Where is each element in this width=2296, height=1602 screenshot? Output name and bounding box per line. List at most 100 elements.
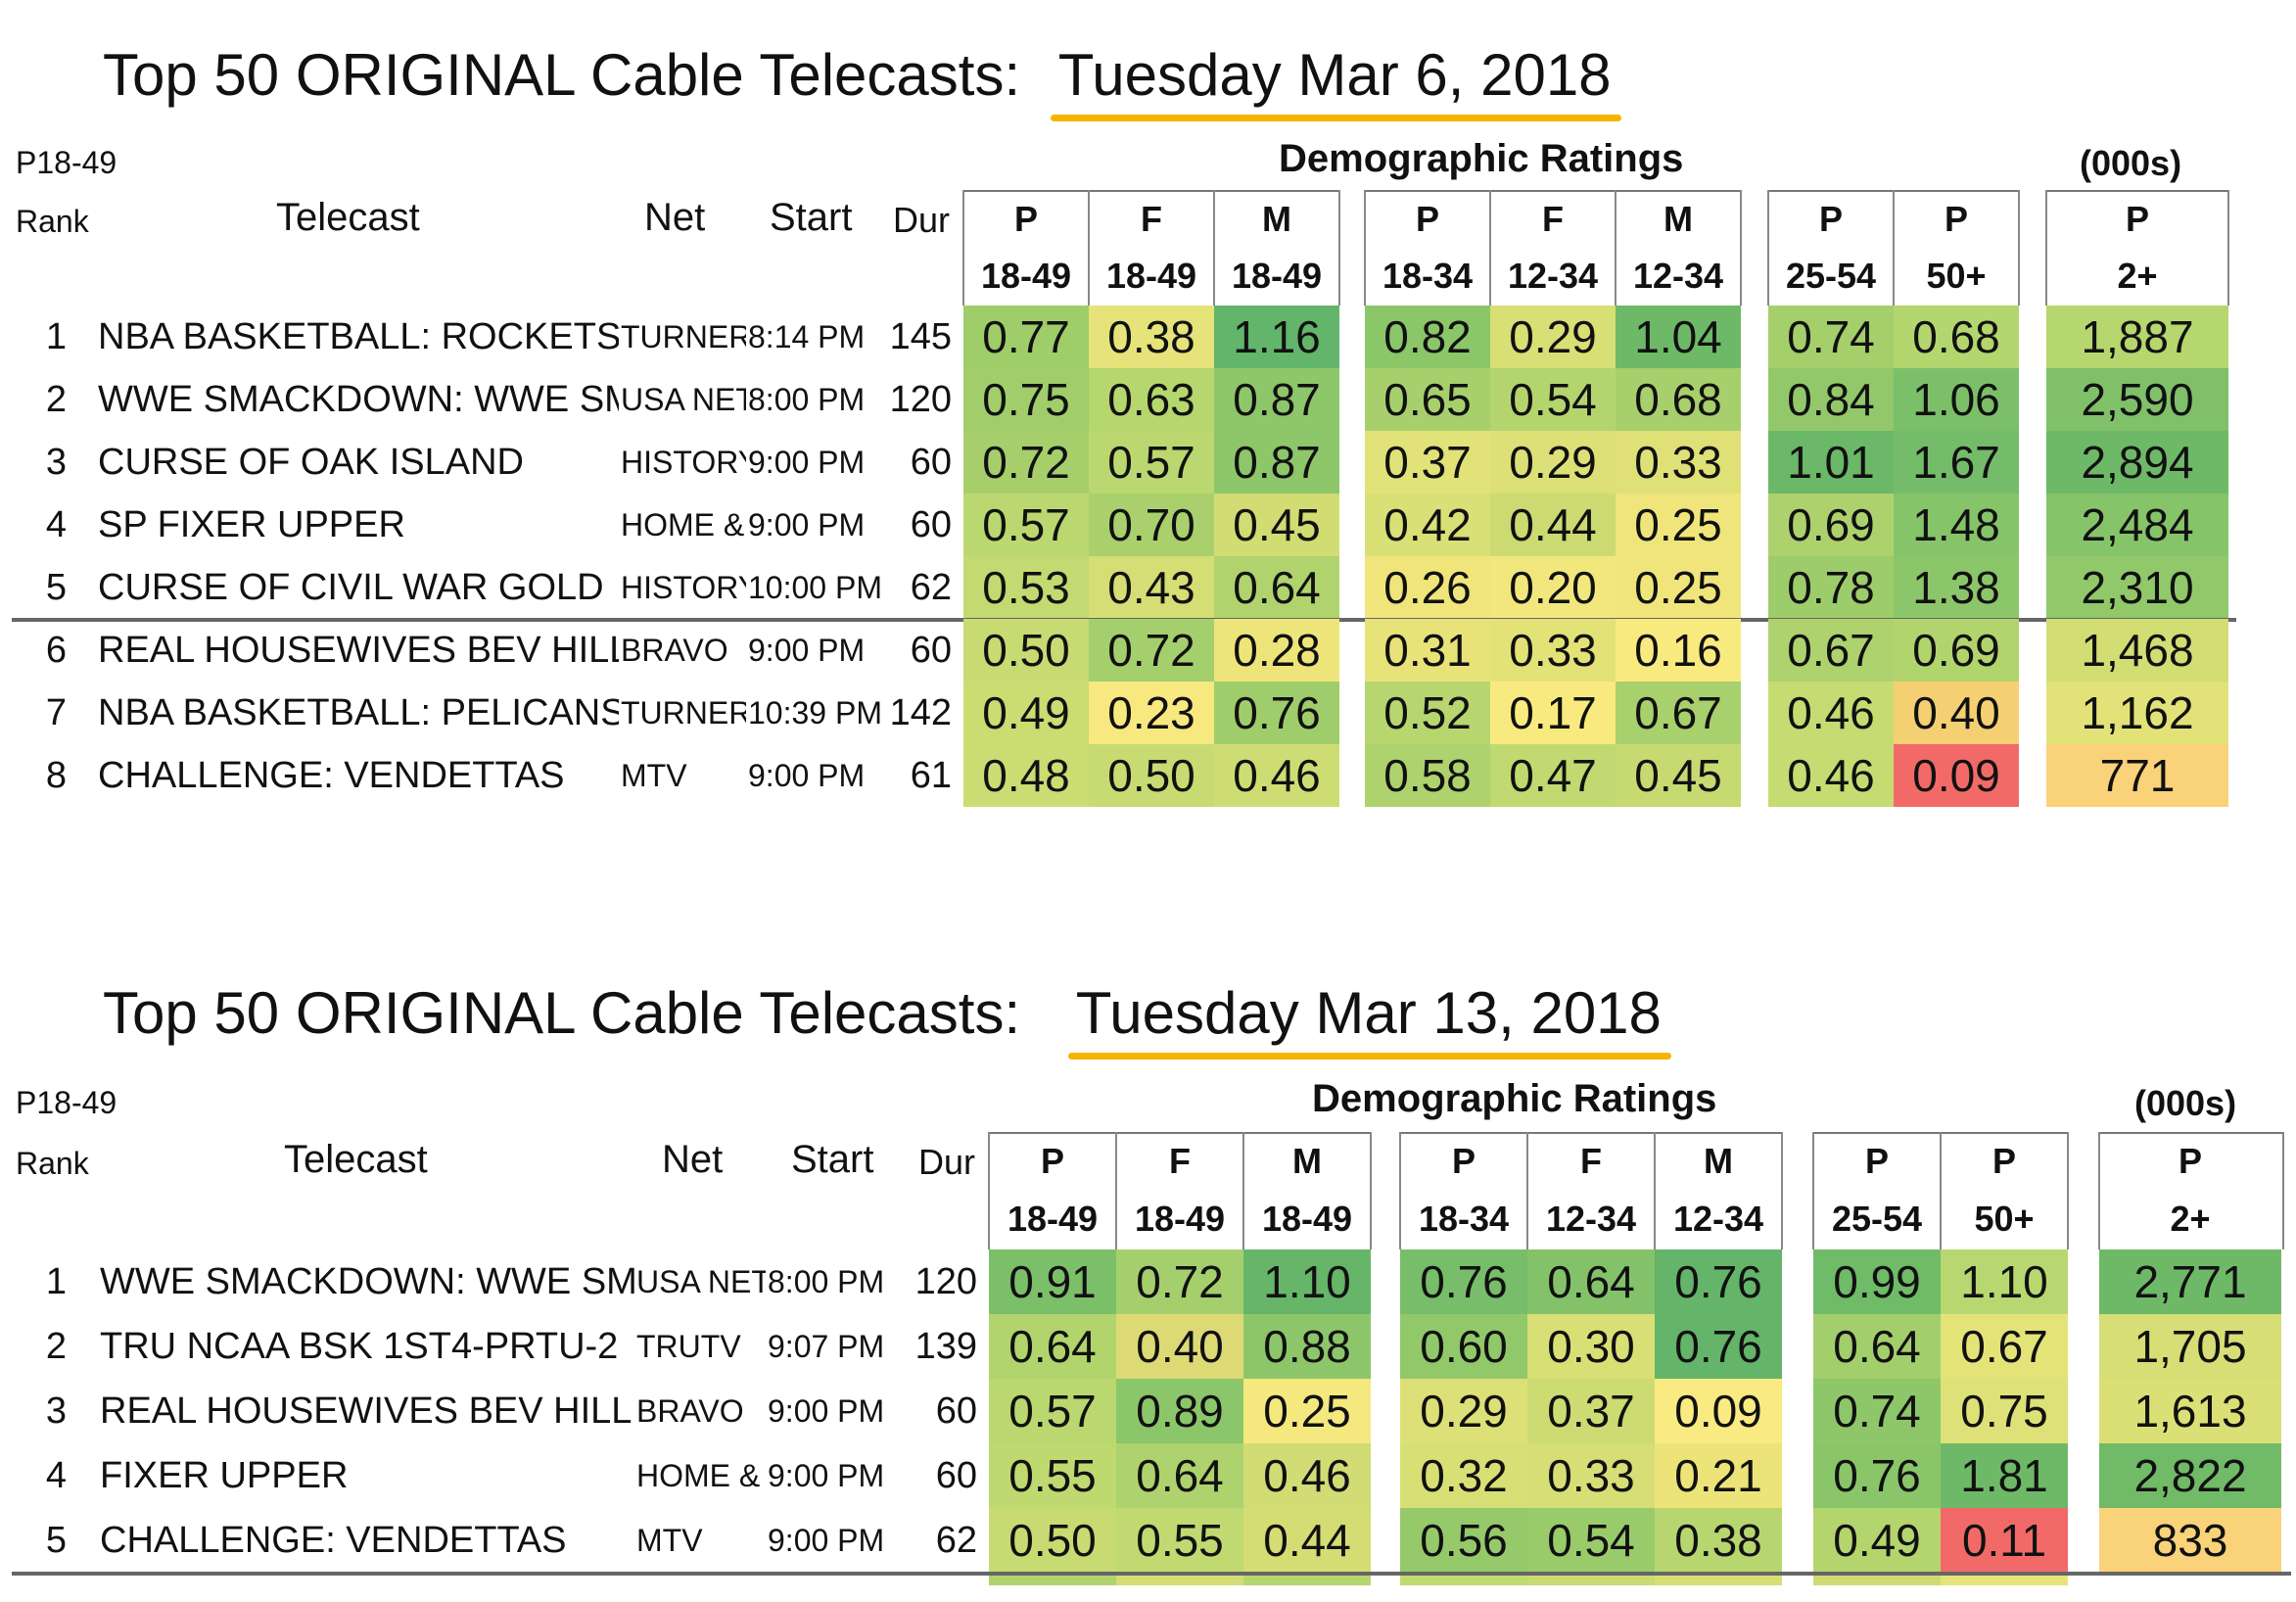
telecast-cell: WWE SMACKDOWN: WWE SM	[100, 1261, 634, 1302]
rating-cell: 0.46	[1243, 1443, 1371, 1508]
col-header-top: P	[1944, 199, 1968, 239]
rating-cell: 0.76	[1813, 1443, 1941, 1508]
bottom-separator	[12, 1572, 2291, 1576]
rating-cell: 0.37	[1527, 1379, 1655, 1443]
header-top-border	[1365, 190, 1741, 192]
rating-cell: 0.91	[989, 1249, 1116, 1314]
header-top-border	[2099, 1132, 2283, 1134]
col-header-bottom: 12-34	[1545, 1199, 1637, 1239]
dur-cell: 62	[910, 567, 952, 608]
header-column-divider	[1767, 190, 1769, 306]
rating-cell: 0.63	[1089, 368, 1214, 431]
rating-cell: 0.64	[989, 1314, 1116, 1379]
rating-cell: 0.54	[1527, 1508, 1655, 1573]
col-header-bottom: 50+	[1974, 1199, 2035, 1239]
header-column-divider	[962, 190, 964, 306]
col-header-bottom: 18-49	[1007, 1199, 1099, 1239]
telecast-cell: CHALLENGE: VENDETTAS	[100, 1520, 567, 1561]
dur-cell: 145	[889, 316, 952, 357]
col-header-top: M	[1292, 1141, 1322, 1181]
rank-header: Rank	[16, 1146, 89, 1181]
rating-cell: 0.55	[1116, 1508, 1243, 1573]
header-column-divider	[2018, 190, 2020, 306]
start-cell: 8:00 PM	[768, 1264, 885, 1299]
col-header-top: P	[1818, 199, 1843, 239]
rating-cell: 0.32	[1400, 1443, 1527, 1508]
dur-cell: 61	[910, 755, 952, 796]
rating-cell: 0.38	[1089, 306, 1214, 368]
ratings-table-mar-13: Top 50 ORIGINAL Cable Telecasts: Tuesday…	[0, 940, 2296, 1602]
rating-cell: 833	[2099, 1508, 2281, 1573]
net-cell: HISTORY	[621, 445, 746, 480]
col-header-top: M	[1704, 1141, 1733, 1181]
rating-cell: 2,771	[2099, 1249, 2281, 1314]
ratings-table-mar-6: Top 50 ORIGINAL Cable Telecasts: Tuesday…	[0, 42, 2296, 807]
header-column-divider	[1615, 190, 1617, 306]
header-column-divider	[1781, 1132, 1783, 1249]
rating-cell: 0.23	[1089, 682, 1214, 744]
col-header-top: P	[1040, 1141, 1064, 1181]
rating-cell: 1.06	[1894, 368, 2019, 431]
col-header-top: M	[1262, 199, 1291, 239]
dur-cell: 60	[910, 442, 952, 483]
rating-cell: 1,468	[2046, 619, 2228, 682]
rating-cell: 0.45	[1214, 494, 1339, 556]
table-row: 3 CURSE OF OAK ISLAND HISTORY 9:00 PM 60 0.72…	[0, 431, 2296, 494]
rating-cell: 1.67	[1894, 431, 2019, 494]
rating-cell: 0.68	[1616, 368, 1741, 431]
start-cell: 9:00 PM	[748, 633, 866, 668]
rating-cell: 0.64	[1813, 1314, 1941, 1379]
telecast-cell: CURSE OF CIVIL WAR GOLD	[98, 567, 604, 608]
rating-cell: 1.10	[1941, 1249, 2068, 1314]
next-row-partial	[1116, 1576, 1243, 1585]
next-row-partial	[1243, 1576, 1371, 1585]
next-row-partial	[1941, 1576, 2068, 1585]
header-column-divider	[2067, 1132, 2069, 1249]
col-header-top: F	[1542, 199, 1564, 239]
rating-cell: 1,613	[2099, 1379, 2281, 1443]
next-row-partial	[1527, 1576, 1655, 1585]
col-header-bottom: 2+	[2170, 1199, 2211, 1239]
rating-cell: 0.70	[1089, 494, 1214, 556]
header-top-border	[1400, 1132, 1782, 1134]
rating-cell: 1,162	[2046, 682, 2228, 744]
header-top-border	[2046, 190, 2228, 192]
start-cell: 9:00 PM	[768, 1458, 885, 1493]
rating-cell: 0.33	[1490, 619, 1616, 682]
rating-cell: 0.31	[1365, 619, 1490, 682]
dur-cell: 120	[889, 379, 952, 420]
telecast-cell: FIXER UPPER	[100, 1455, 349, 1496]
title-prefix: Top 50 ORIGINAL Cable Telecasts:	[103, 42, 1021, 108]
thousands-header: (000s)	[2134, 1083, 2237, 1123]
rating-cell: 0.50	[989, 1508, 1116, 1573]
table-row: 8 CHALLENGE: VENDETTAS MTV 9:00 PM 61 0.48 0.5…	[0, 744, 2296, 807]
rating-cell: 0.28	[1214, 619, 1339, 682]
rating-cell: 0.52	[1365, 682, 1490, 744]
rating-cell: 0.57	[989, 1379, 1116, 1443]
rating-cell: 0.57	[963, 494, 1089, 556]
start-cell: 9:00 PM	[748, 445, 866, 480]
header-column-divider	[1088, 190, 1090, 306]
header-column-divider	[1489, 190, 1491, 306]
rating-cell: 0.29	[1400, 1379, 1527, 1443]
col-header-bottom: 2+	[2117, 256, 2158, 296]
rating-cell: 1.04	[1616, 306, 1741, 368]
col-header-top: P	[1864, 1141, 1889, 1181]
rating-cell: 2,310	[2046, 556, 2228, 619]
rank-cell: 1	[45, 316, 67, 357]
rating-cell: 0.82	[1365, 306, 1490, 368]
table-row: 5 CHALLENGE: VENDETTAS MTV 9:00 PM 62 0.50 0.5…	[0, 1508, 2296, 1573]
net-cell: HISTORY	[621, 570, 746, 605]
rating-cell: 1,705	[2099, 1314, 2281, 1379]
rating-cell: 0.89	[1116, 1379, 1243, 1443]
rating-cell: 0.26	[1365, 556, 1490, 619]
rating-cell: 0.75	[963, 368, 1089, 431]
rating-cell: 0.78	[1768, 556, 1894, 619]
header-column-divider	[1940, 1132, 1942, 1249]
rating-cell: 1.01	[1768, 431, 1894, 494]
rank-cell: 3	[45, 1390, 67, 1432]
dur-cell: 120	[914, 1261, 977, 1302]
rating-cell: 2,822	[2099, 1443, 2281, 1508]
rating-cell: 0.72	[963, 431, 1089, 494]
